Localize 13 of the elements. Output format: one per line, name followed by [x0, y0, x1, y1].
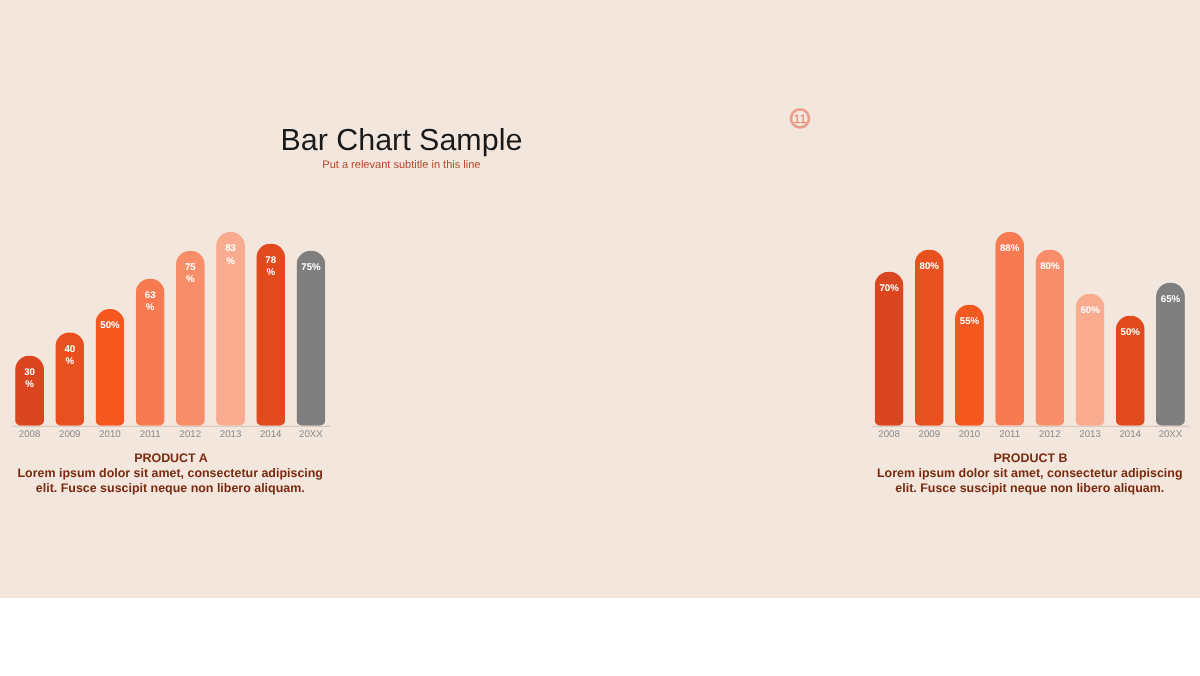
bar [1035, 249, 1065, 426]
bar [914, 249, 944, 426]
bar [296, 250, 326, 426]
bar [1155, 282, 1185, 426]
bar [874, 271, 904, 426]
bar [175, 250, 205, 426]
bar [1075, 293, 1105, 426]
bar [995, 231, 1025, 426]
bar [955, 304, 984, 426]
bar [216, 231, 245, 426]
bar [256, 243, 286, 426]
bar [135, 278, 165, 426]
text: Bar Chart Sample [280, 124, 523, 159]
